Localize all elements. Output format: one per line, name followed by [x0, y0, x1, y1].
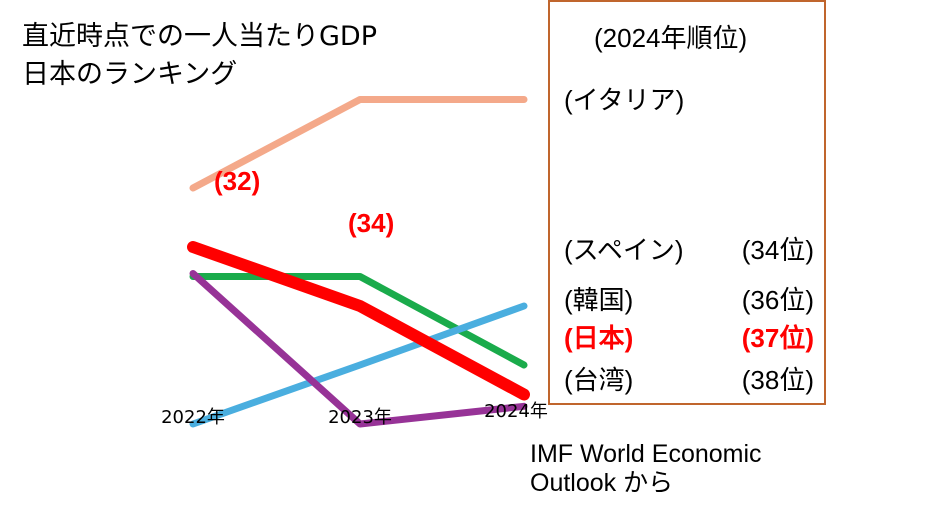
legend-header: (2024年順位) [594, 23, 748, 53]
legend-row-italy-name: (イタリア) [564, 85, 685, 115]
legend-row-korea-name: (韓国) [564, 285, 634, 315]
japan-2023-rank-label: (34) [348, 208, 395, 238]
series-line-0 [189, 96, 528, 192]
legend-row-korea-rank: (36位) [741, 285, 814, 315]
legend-row-taiwan-rank: (38位) [741, 365, 814, 395]
x-tick-2022: 2022年 [161, 407, 225, 428]
series-line-4 [189, 270, 528, 428]
japan-2022-rank-label: (32) [214, 166, 261, 196]
x-tick-2023: 2023年 [328, 407, 392, 428]
chart-title-line-2: 日本のランキング [22, 59, 238, 90]
series-line-2 [189, 273, 528, 369]
legend-row-japan-name: (日本) [564, 323, 634, 353]
legend-row-taiwan-name: (台湾) [564, 365, 634, 395]
source-note-line-1: IMF World Economic [530, 440, 762, 468]
legend-row-spain-rank: (34位) [741, 235, 814, 265]
series-line-3 [189, 302, 528, 428]
series-line-1 [187, 241, 530, 401]
source-note-line-2: Outlook から [530, 469, 674, 497]
source-note: IMF World Economic Outlook から [530, 440, 762, 498]
x-tick-2024: 2024年 [484, 401, 548, 422]
legend-row-spain-name: (スペイン) [564, 235, 684, 265]
rank-legend-box: (2024年順位) (イタリア) (スペイン) (34位) (韓国) (36位)… [548, 0, 826, 405]
chart-title-line-1: 直近時点での一人当たりGDP [22, 21, 377, 52]
legend-row-japan-rank: (37位) [741, 323, 814, 353]
